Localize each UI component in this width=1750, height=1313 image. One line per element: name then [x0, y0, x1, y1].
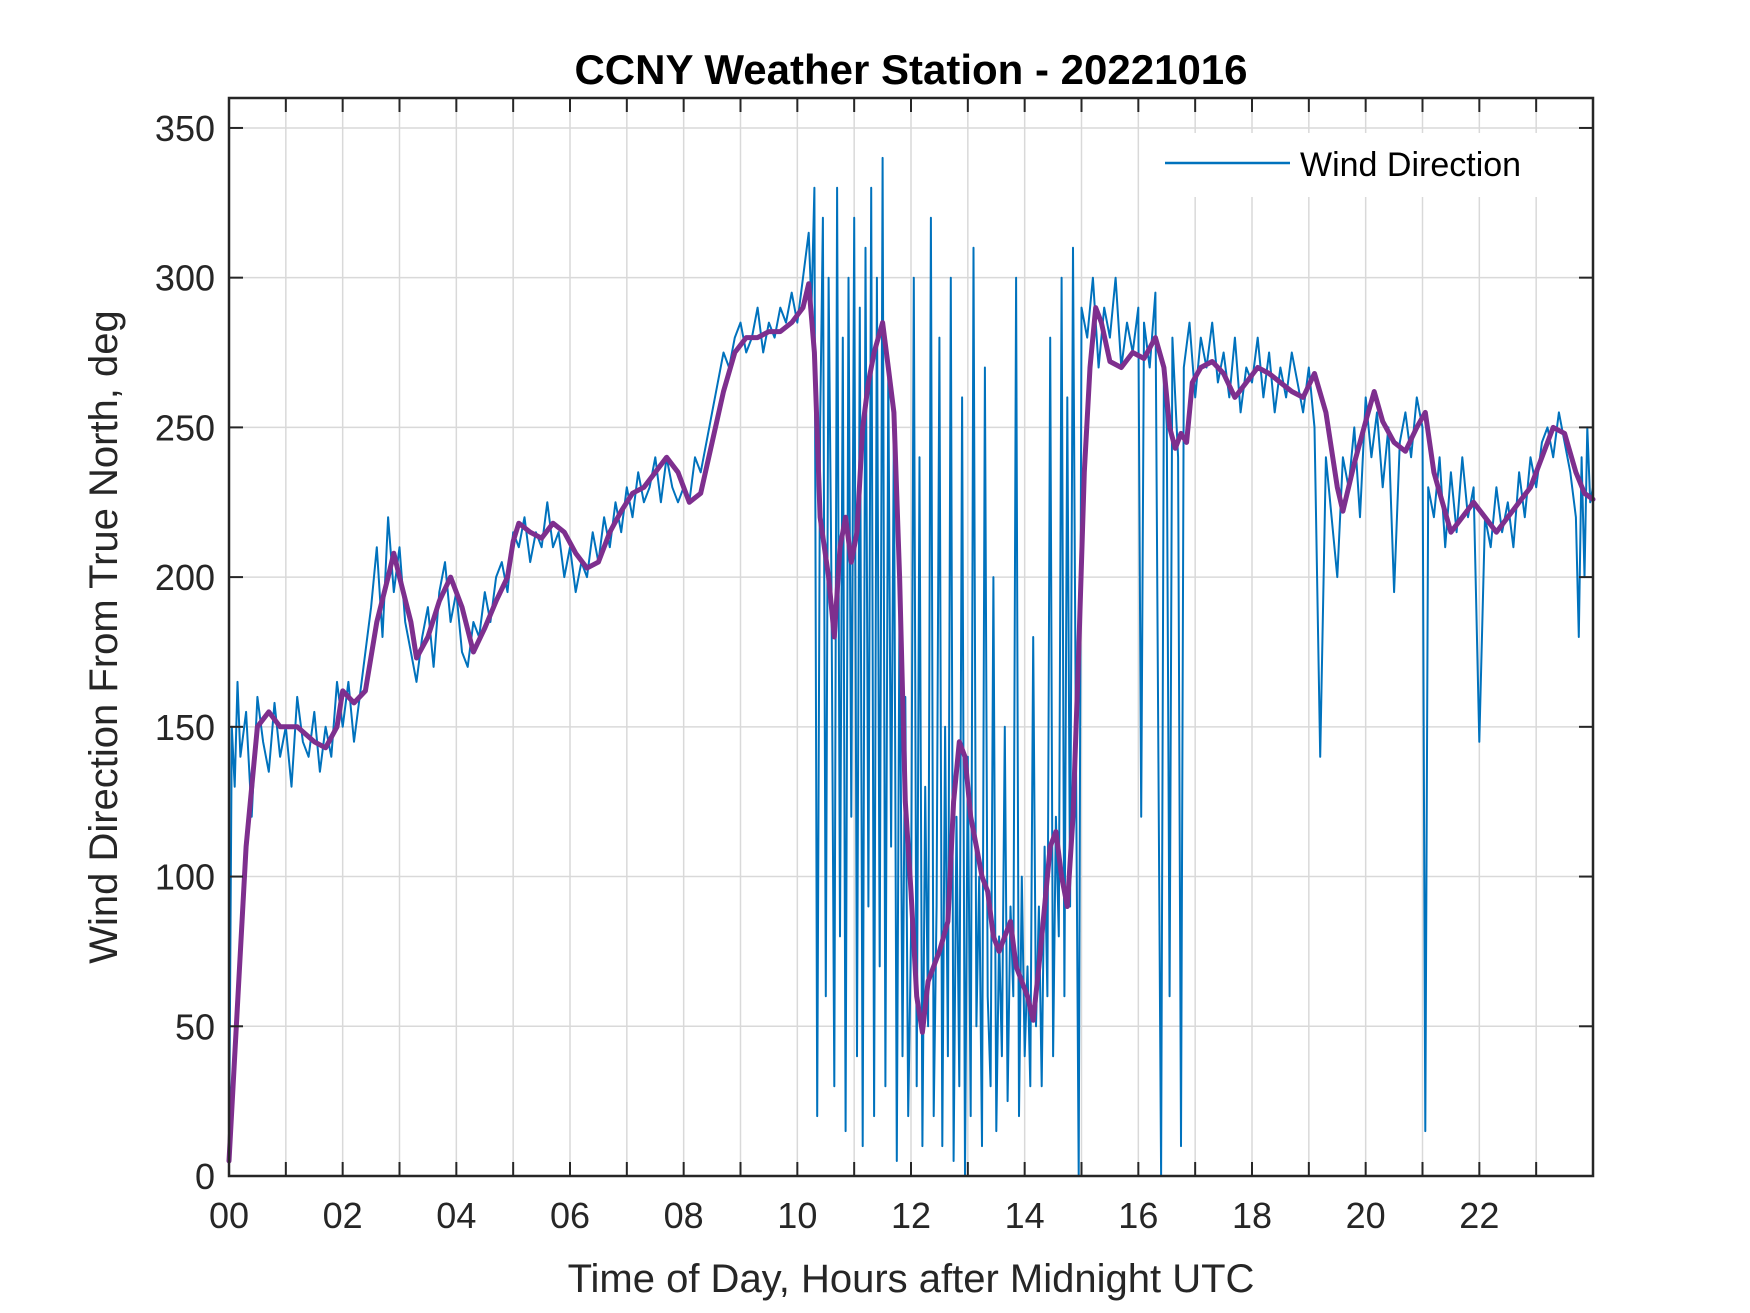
y-tick-label: 200 — [155, 557, 215, 598]
x-tick-label: 22 — [1459, 1195, 1499, 1236]
series-line-running-mean — [226, 281, 1596, 1164]
x-tick-label: 14 — [1005, 1195, 1045, 1236]
x-tick-label: 10 — [777, 1195, 817, 1236]
y-tick-label: 250 — [155, 407, 215, 448]
y-tick-label: 150 — [155, 707, 215, 748]
x-tick-label: 18 — [1232, 1195, 1272, 1236]
x-tick-label: 12 — [891, 1195, 931, 1236]
y-axis-label: Wind Direction From True North, deg — [82, 310, 126, 964]
y-tick-label: 100 — [155, 857, 215, 898]
x-tick-label: 20 — [1346, 1195, 1386, 1236]
x-tick-label: 02 — [323, 1195, 363, 1236]
x-tick-label: 04 — [436, 1195, 476, 1236]
y-tick-label: 300 — [155, 258, 215, 299]
y-tick-label: 0 — [195, 1156, 215, 1197]
series-line-wind-direction — [228, 156, 1594, 1177]
legend-background — [1150, 133, 1565, 197]
chart-title: CCNY Weather Station - 20221016 — [574, 46, 1247, 93]
legend-label-wind-direction: Wind Direction — [1300, 146, 1521, 184]
grid — [228, 98, 1594, 1177]
x-tick-label: 16 — [1118, 1195, 1158, 1236]
x-tick-label: 08 — [664, 1195, 704, 1236]
x-tick-label: 06 — [550, 1195, 590, 1236]
y-tick-label: 50 — [175, 1006, 215, 1047]
y-tick-label: 350 — [155, 108, 215, 149]
series-group — [226, 156, 1596, 1177]
x-axis-label: Time of Day, Hours after Midnight UTC — [568, 1257, 1255, 1301]
legend: Wind Direction — [1150, 133, 1565, 197]
ticks: 00 02 04 06 08 10 12 14 16 18 20 22 0 50 100 150 200 250 3… — [155, 98, 1594, 1236]
x-tick-label: 00 — [209, 1195, 249, 1236]
